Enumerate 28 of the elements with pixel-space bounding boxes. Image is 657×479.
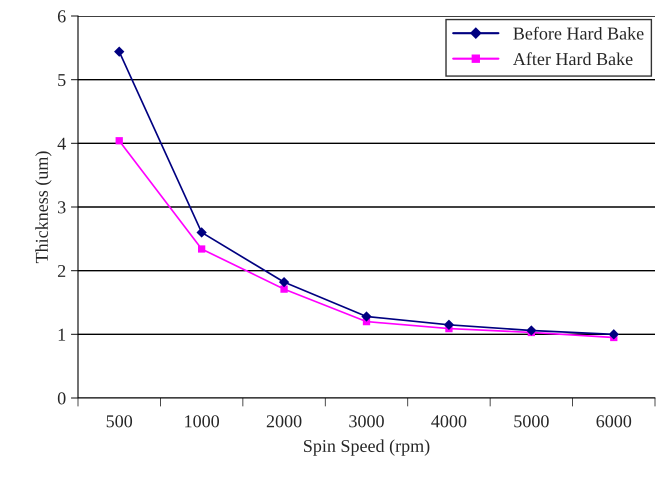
- point: [526, 326, 536, 336]
- point: [116, 137, 123, 144]
- y-tick-label: 0: [58, 392, 66, 404]
- x-tick-label: 2000: [266, 415, 302, 428]
- x-axis-title: Spin Speed (rpm): [304, 439, 430, 456]
- y-tick-label: 3: [58, 201, 66, 214]
- point: [279, 277, 290, 288]
- legend-label: Before Hard Bake: [513, 26, 644, 40]
- point: [196, 228, 207, 238]
- point: [444, 320, 454, 330]
- legend-label: After Hard Bake: [512, 52, 633, 66]
- x-tick-label: 5000: [514, 415, 549, 428]
- y-tick-label: 2: [58, 264, 66, 277]
- point: [608, 329, 619, 340]
- point: [280, 285, 288, 293]
- x-tick-label: 1000: [185, 415, 220, 428]
- x-tick-label: 4000: [431, 415, 466, 428]
- x-tick-label: 3000: [349, 415, 384, 428]
- y-tick-label: 1: [58, 328, 66, 341]
- y-tick-label: 6: [58, 10, 66, 22]
- point: [114, 46, 124, 57]
- x-tick-label: 6000: [596, 415, 632, 428]
- y-tick-label: 4: [58, 138, 66, 150]
- y-axis-title: Thickness (um): [35, 151, 52, 264]
- point: [198, 245, 206, 253]
- y-tick-label: 5: [58, 74, 66, 86]
- point: [362, 312, 372, 322]
- x-tick-label: 500: [106, 415, 132, 428]
